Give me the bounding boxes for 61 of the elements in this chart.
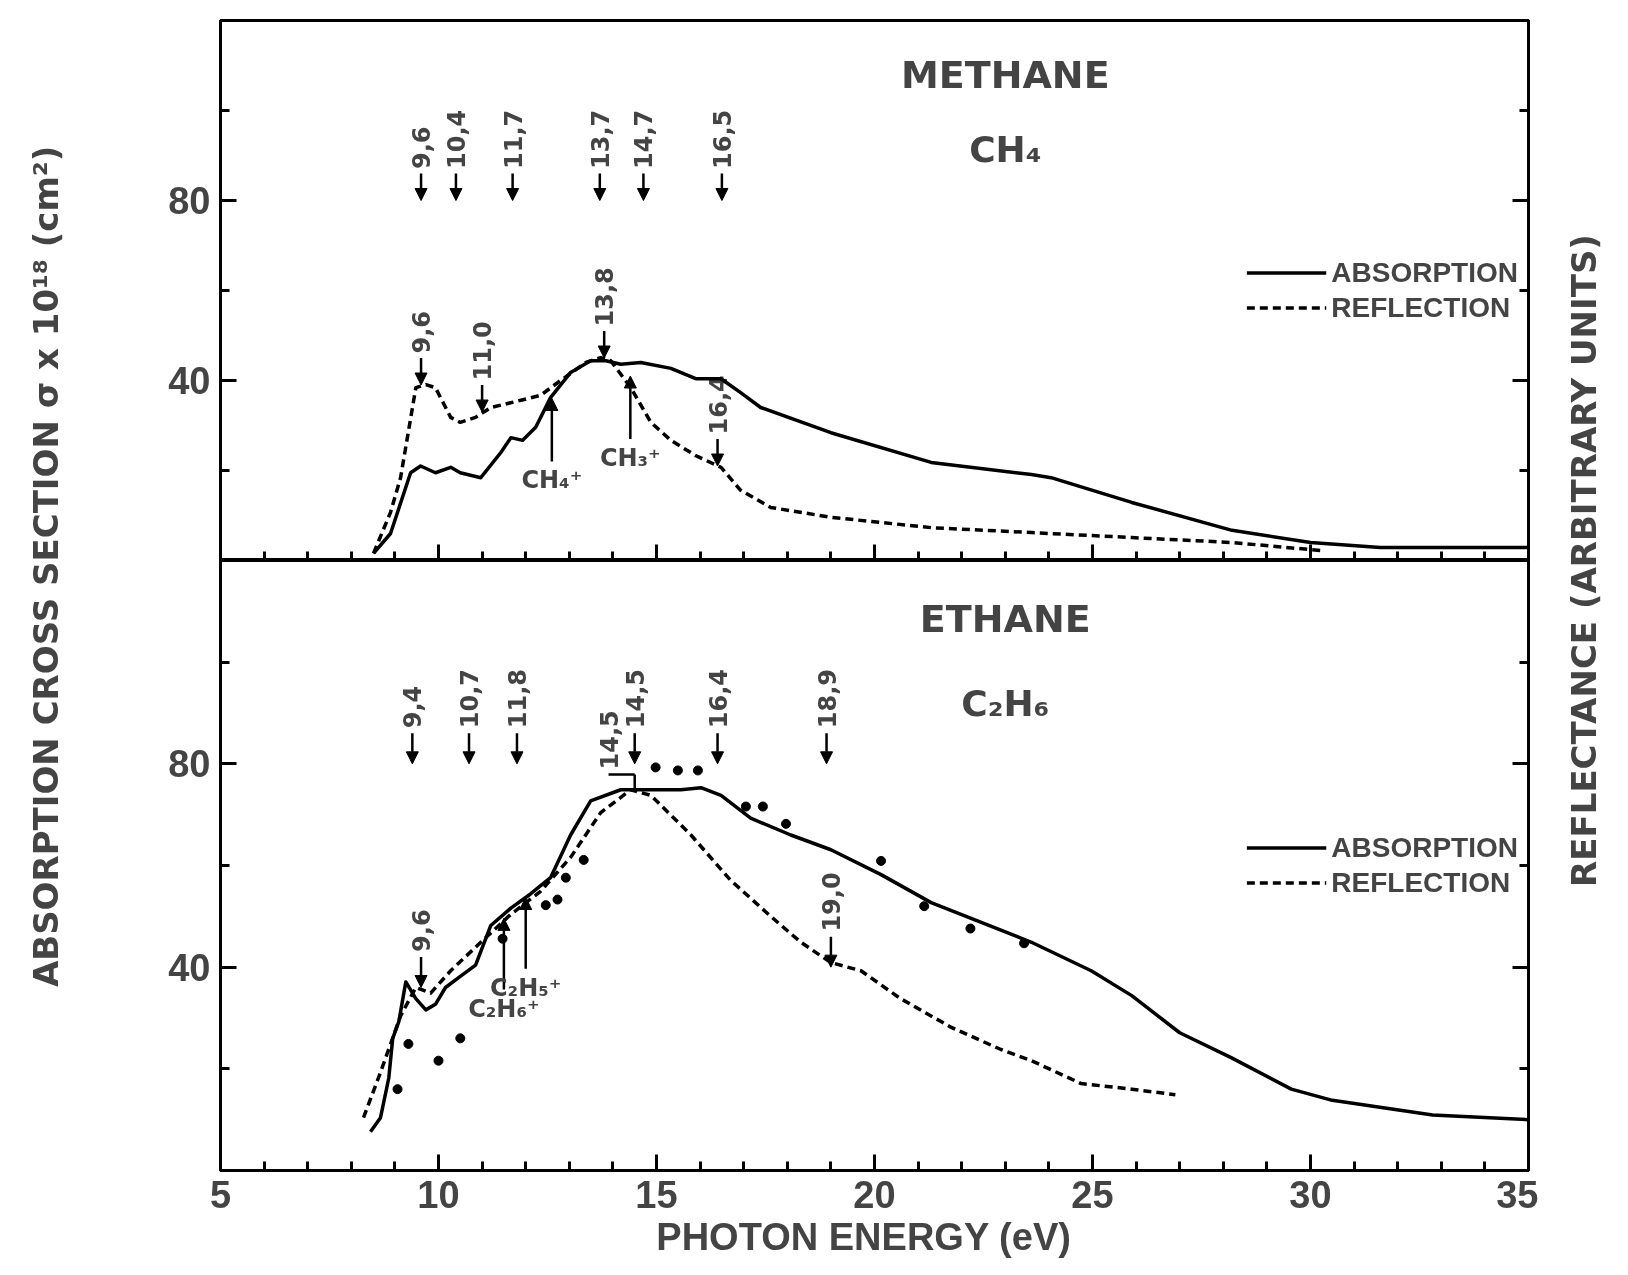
annotation: 11,0 <box>469 321 498 381</box>
annotation: 14,5 <box>595 710 624 770</box>
annotation: 18,9 <box>813 669 842 729</box>
point <box>965 923 976 934</box>
annotation: 11,7 <box>499 109 528 169</box>
annotation: 19,0 <box>817 872 846 932</box>
text: C₂H₆ <box>961 682 1050 724</box>
x-tick-label: 10 <box>417 1173 460 1216</box>
point <box>552 894 563 905</box>
annotation: 16,5 <box>708 109 737 169</box>
annotation: 11,8 <box>503 669 532 729</box>
point <box>455 1033 466 1044</box>
text: METHANE <box>900 52 1110 97</box>
x-tick-label: 35 <box>1496 1173 1539 1216</box>
point <box>919 901 930 912</box>
y-tick-label: 80 <box>168 743 211 786</box>
point <box>560 872 571 883</box>
point <box>403 1038 414 1049</box>
annotation: 14,7 <box>630 109 659 169</box>
legend-label: REFLECTION <box>1331 291 1511 324</box>
point <box>1019 938 1030 949</box>
point <box>497 933 508 944</box>
text: ETHANE <box>919 597 1091 642</box>
point <box>672 765 683 776</box>
annotation: CH₄⁺ <box>521 466 583 494</box>
annotation: 10,4 <box>442 109 471 169</box>
point <box>757 801 768 812</box>
point <box>740 801 751 812</box>
annotation: 16,4 <box>704 669 733 729</box>
annotation: 14,5 <box>621 669 650 729</box>
annotation: 9,4 <box>399 685 428 729</box>
y2-axis-title: REFLECTANCE (ARBITRARY UNITS) <box>1563 234 1604 887</box>
point <box>692 765 703 776</box>
point <box>780 818 791 829</box>
legend-label: ABSORPTION <box>1331 256 1518 289</box>
legend-label: REFLECTION <box>1331 866 1511 899</box>
x-tick-label: 15 <box>635 1173 678 1216</box>
point <box>578 854 589 865</box>
text: CH₄ <box>969 128 1042 170</box>
annotation: 13,8 <box>591 267 620 327</box>
point <box>392 1084 403 1095</box>
x-tick-label: 25 <box>1071 1173 1114 1216</box>
y-tick-label: 40 <box>168 946 211 989</box>
annotation: 9,6 <box>408 126 437 169</box>
annotation: 13,7 <box>586 109 615 169</box>
annotation: 10,7 <box>456 669 485 729</box>
y-tick-label: 40 <box>168 360 211 402</box>
y-tick-label: 80 <box>168 180 211 222</box>
x-tick-label: 30 <box>1289 1173 1332 1216</box>
annotation: 9,6 <box>408 909 437 952</box>
legend-label: ABSORPTION <box>1331 831 1518 864</box>
point <box>876 855 887 866</box>
x-axis-title: PHOTON ENERGY (eV) <box>656 1215 1071 1258</box>
point <box>540 900 551 911</box>
annotation: 9,6 <box>408 310 437 354</box>
point <box>650 762 661 773</box>
x-tick-label: 5 <box>209 1173 232 1216</box>
annotation: CH₃⁺ <box>599 443 661 472</box>
y-axis-title: ABSORPTION CROSS SECTION σ x 10¹⁸ (cm²) <box>25 145 66 988</box>
x-tick-label: 20 <box>853 1173 896 1216</box>
point <box>433 1055 444 1066</box>
